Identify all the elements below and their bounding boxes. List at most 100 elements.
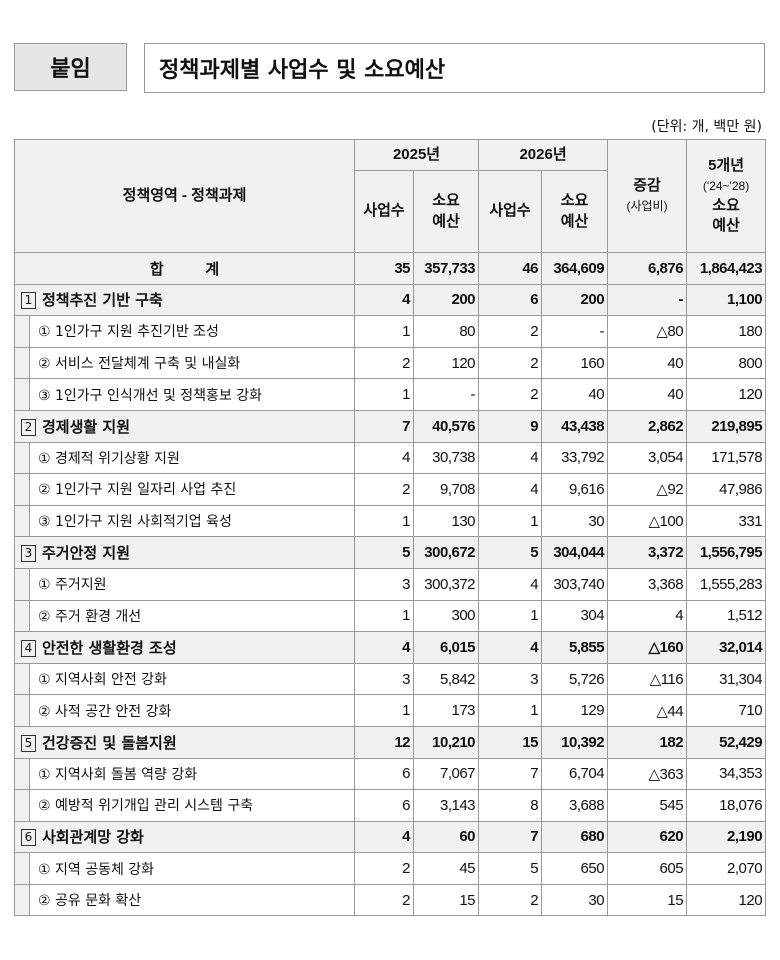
indent-strip: [14, 757, 30, 791]
cell-budget-2026: 304: [541, 599, 609, 633]
budget-table: 정책영역 - 정책과제 2025년 2026년 증감 (사업비) 5개년 ('24~…: [13, 139, 767, 917]
cell-count-2025: 1: [354, 315, 415, 348]
cell-five-year: 1,100: [686, 283, 767, 317]
cell-five-year: 47,986: [686, 473, 767, 506]
section-number: 5: [21, 734, 36, 752]
indent-strip: [14, 599, 30, 633]
cell-five-year: 180: [686, 315, 767, 348]
cell-five-year: 1,864,423: [686, 252, 767, 285]
cell-budget-2026: 364,609: [541, 252, 609, 285]
cell-five-year: 800: [686, 346, 767, 380]
section-row: 5 건강증진 및 돌봄지원 12 10,210 15 10,392 182 52,429: [13, 725, 767, 759]
section-title: 건강증진 및 돌봄지원: [42, 733, 177, 752]
cell-change: 40: [607, 378, 688, 411]
indent-strip: [14, 441, 30, 475]
cell-count-2026: 5: [478, 536, 543, 569]
cell-budget-2026: 680: [541, 820, 609, 854]
cell-budget-2026: 160: [541, 346, 609, 380]
item-name: ② 예방적 위기개입 관리 시스템 구축: [28, 789, 356, 822]
cell-count-2026: 7: [478, 820, 543, 854]
cell-budget-2026: 6,704: [541, 757, 609, 791]
cell-budget-2025: 10,210: [413, 725, 480, 759]
cell-change: △100: [607, 504, 688, 538]
cell-budget-2026: 650: [541, 852, 609, 885]
cell-five-year: 1,556,795: [686, 536, 767, 569]
item-row: ① 주거지원 3 300,372 4 303,740 3,368 1,555,283: [14, 567, 767, 601]
cell-change: 2,862: [607, 409, 688, 443]
cell-count-2026: 4: [478, 441, 543, 475]
cell-budget-2026: -: [541, 315, 609, 348]
cell-count-2026: 3: [478, 662, 543, 696]
cell-budget-2025: 173: [413, 694, 480, 727]
cell-five-year: 171,578: [686, 441, 767, 475]
cell-budget-2025: 40,576: [413, 409, 480, 443]
cell-budget-2025: 357,733: [413, 252, 480, 285]
cell-budget-2026: 129: [541, 694, 609, 727]
cell-budget-2026: 9,616: [541, 473, 609, 506]
item-row: ③ 1인가구 지원 사회적기업 육성 1 130 1 30 △100 331: [14, 504, 767, 538]
cell-budget-2026: 30: [541, 504, 609, 538]
cell-budget-2025: 300: [413, 599, 480, 633]
item-row: ① 1인가구 지원 추진기반 조성 1 80 2- △80 180: [14, 315, 767, 348]
cell-budget-2025: 5,842: [413, 662, 480, 696]
cell-five-year: 18,076: [686, 789, 767, 822]
cell-count-2025: 3: [354, 662, 415, 696]
cell-five-year: 1,512: [686, 599, 767, 633]
cell-change: 6,876: [607, 252, 688, 285]
item-name: ① 주거지원: [28, 567, 356, 601]
indent-strip: [14, 567, 30, 601]
cell-count-2025: 2: [354, 346, 415, 380]
cell-count-2026: 5: [478, 852, 543, 885]
cell-count-2025: 4: [354, 283, 415, 317]
cell-change: △44: [607, 694, 688, 727]
cell-budget-2026: 33,792: [541, 441, 609, 475]
section-number: 4: [21, 639, 36, 657]
cell-budget-2025: 80: [413, 315, 480, 348]
cell-budget-2026: 40: [541, 378, 609, 411]
cell-five-year: 120: [686, 883, 767, 917]
item-row: ② 공유 문화 확산 2 15 2 30 15 120: [14, 883, 767, 917]
item-row: ① 지역 공동체 강화 2 45 5 650 605 2,070: [14, 852, 767, 885]
indent-strip: [14, 346, 30, 380]
indent-strip: [14, 504, 30, 538]
cell-change: 4: [607, 599, 688, 633]
cell-budget-2025: 30,738: [413, 441, 480, 475]
item-name: ① 지역 공동체 강화: [28, 852, 356, 885]
header-2026: 2026년: [478, 139, 609, 171]
cell-change: △92: [607, 473, 688, 506]
cell-budget-2026: 43,438: [541, 409, 609, 443]
item-name: ① 1인가구 지원 추진기반 조성: [28, 315, 356, 348]
cell-five-year: 120: [686, 378, 767, 411]
item-name: ② 공유 문화 확산: [28, 883, 356, 917]
cell-five-year: 2,070: [686, 852, 767, 885]
cell-count-2025: 6: [354, 789, 415, 822]
cell-count-2026: 7: [478, 757, 543, 791]
cell-budget-2025: 15: [413, 883, 480, 917]
section-row: 3 주거안정 지원 5 300,672 5 304,044 3,372 1,556,795: [13, 536, 767, 569]
cell-count-2025: 1: [354, 504, 415, 538]
indent-strip: [14, 694, 30, 727]
cell-budget-2025: -: [413, 378, 480, 411]
section-name: 3 주거안정 지원: [13, 536, 356, 569]
item-row: ② 사적 공간 안전 강화 1 173 1 129 △44 710: [14, 694, 767, 727]
section-name: 5 건강증진 및 돌봄지원: [13, 725, 356, 759]
cell-budget-2026: 5,726: [541, 662, 609, 696]
cell-count-2025: 12: [354, 725, 415, 759]
section-row: 6 사회관계망 강화 4 60 7 680 620 2,190: [13, 820, 767, 854]
cell-count-2025: 1: [354, 378, 415, 411]
cell-budget-2025: 300,372: [413, 567, 480, 601]
cell-budget-2026: 5,855: [541, 631, 609, 664]
unit-note: (단위: 개, 백만 원): [651, 119, 762, 135]
cell-budget-2025: 200: [413, 283, 480, 317]
section-name: 1 정책추진 기반 구축: [13, 283, 356, 317]
item-row: ③ 1인가구 인식개선 및 정책홍보 강화 1-2 40 40 120: [14, 378, 767, 411]
cell-change: 620: [607, 820, 688, 854]
section-number: 1: [21, 292, 36, 310]
cell-change: 15: [607, 883, 688, 917]
section-row: 2 경제생활 지원 7 40,576 9 43,438 2,862 219,895: [13, 409, 767, 443]
section-name: 2 경제생활 지원: [13, 409, 356, 443]
header-area: 정책영역 - 정책과제: [13, 139, 356, 253]
cell-count-2025: 6: [354, 757, 415, 791]
cell-budget-2026: 10,392: [541, 725, 609, 759]
cell-count-2025: 5: [354, 536, 415, 569]
